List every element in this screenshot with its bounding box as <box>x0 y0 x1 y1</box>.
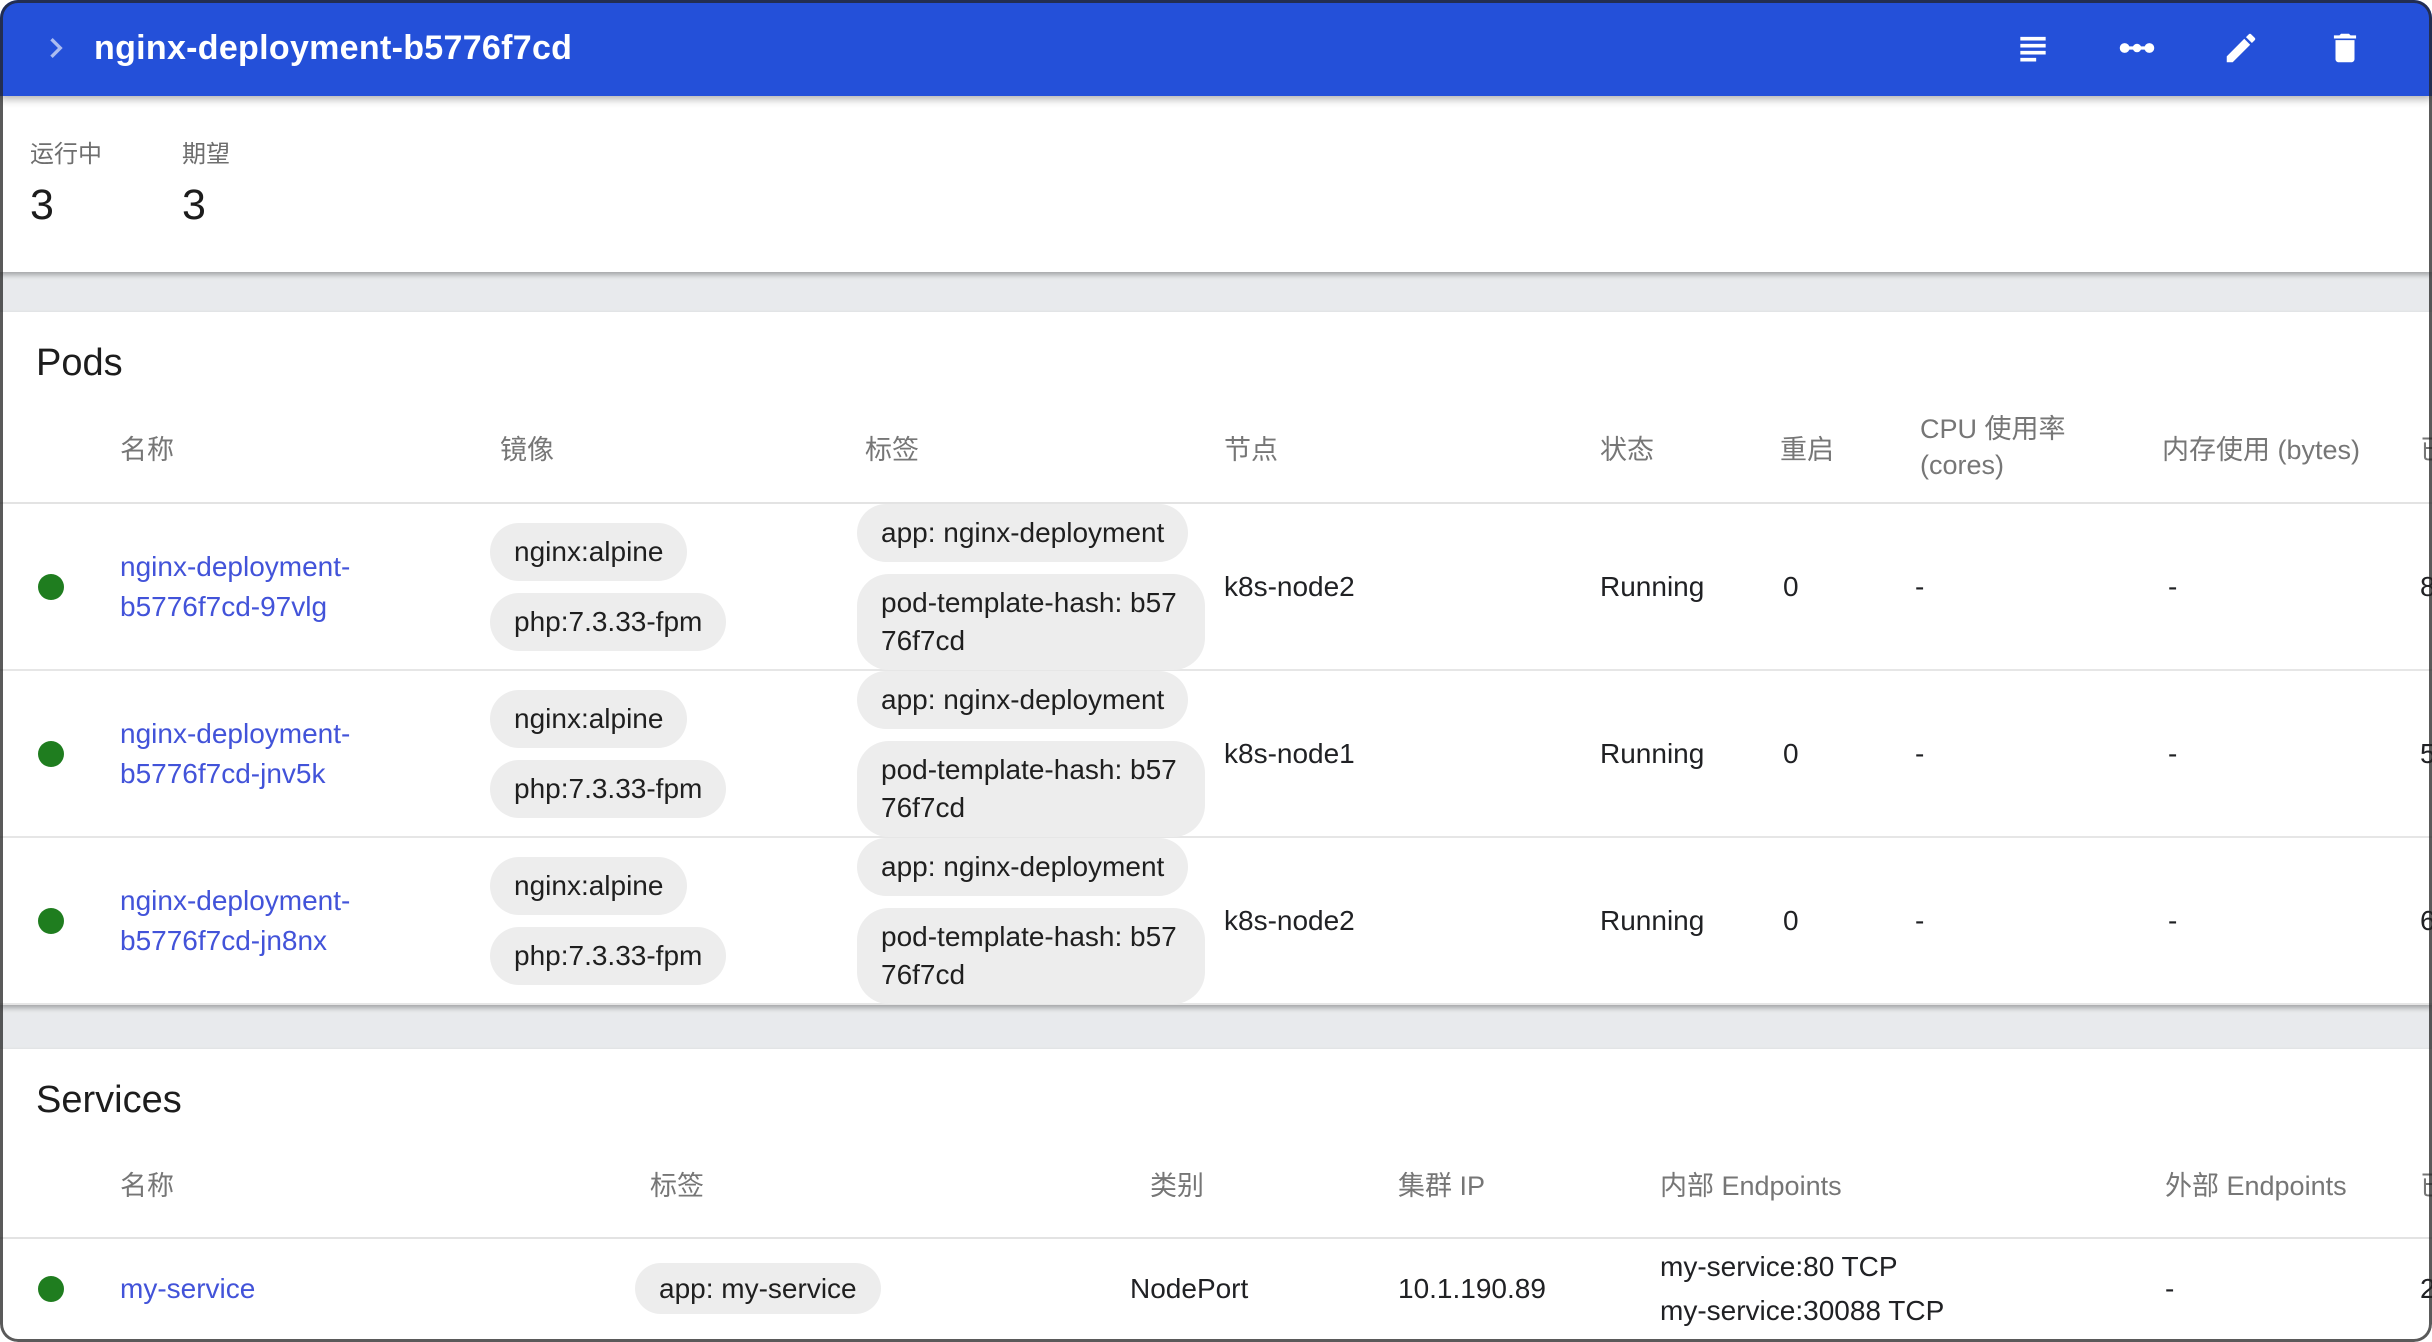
cell-status: Running <box>1600 904 1705 936</box>
pod-status-ok-icon <box>38 907 64 934</box>
cell-internal-endpoints: my-service:80 TCP my-service:30088 TCP <box>1660 1251 1945 1326</box>
cell-restarts: 0 <box>1783 737 1799 769</box>
column-header-labels: 标签 <box>650 1170 704 1201</box>
pod-name-link[interactable]: nginx-deployment-b5776f7cd-jnv5k <box>120 717 351 789</box>
toolbar-actions <box>2014 29 2396 67</box>
services-table-header: 名称 标签 类别 集群 IP 内部 Endpoints 外部 Endpoints… <box>0 1129 2432 1239</box>
cell-cpu: - <box>1915 904 1925 936</box>
breadcrumb-chevron-icon <box>50 38 63 58</box>
cell-memory: - <box>2168 737 2178 769</box>
section-divider <box>0 272 2432 312</box>
pods-table-header: 名称 镜像 标签 节点 状态 重启 CPU 使用率 (cores) 内存使用 (… <box>0 392 2432 504</box>
delete-icon <box>2333 33 2357 63</box>
services-table-row: my-service app: my-service NodePort 10.1… <box>0 1239 2432 1339</box>
stat-desired-value: 3 <box>182 181 206 229</box>
logs-icon <box>2020 36 2046 62</box>
page-title: nginx-deployment-b5776f7cd <box>94 28 573 67</box>
pod-name-link[interactable]: nginx-deployment-b5776f7cd-jn8nx <box>120 884 351 956</box>
cell-created: 6 <box>2420 904 2432 936</box>
pods-table-row: nginx-deployment-b5776f7cd-97vlg nginx:a… <box>0 503 2432 671</box>
cell-external-endpoints: - <box>2165 1273 2175 1304</box>
scale-icon <box>2119 43 2155 53</box>
pods-card: Pods 名称 镜像 标签 节点 状态 重启 CPU 使用率 (cores) 内… <box>0 312 2432 1005</box>
label-chip: pod-template-hash: b5776f7cd <box>857 573 1205 670</box>
column-header-created: 已创建 <box>2400 428 2432 467</box>
column-header-status: 状态 <box>1600 434 1654 465</box>
image-chip: php:7.3.33-fpm <box>490 759 727 818</box>
cell-created: 8 <box>2420 570 2432 602</box>
stat-desired-label: 期望 <box>182 141 230 168</box>
image-chip: php:7.3.33-fpm <box>490 926 727 985</box>
pods-table-row: nginx-deployment-b5776f7cd-jn8nx nginx:a… <box>0 837 2432 1005</box>
stat-running-value: 3 <box>30 181 54 229</box>
pod-name-link[interactable]: nginx-deployment-b5776f7cd-97vlg <box>120 550 351 622</box>
column-header-image: 镜像 <box>500 434 554 465</box>
label-chip: pod-template-hash: b5776f7cd <box>857 907 1205 1004</box>
image-chip: nginx:alpine <box>490 689 688 748</box>
delete-button[interactable] <box>2326 29 2364 67</box>
service-status-ok-icon <box>38 1276 64 1302</box>
stat-running: 运行中 3 <box>30 134 182 272</box>
services-card: Services 名称 标签 类别 集群 IP 内部 Endpoints 外部 … <box>0 1049 2432 1342</box>
cell-status: Running <box>1600 570 1705 602</box>
cell-created: 2 <box>2420 1273 2432 1304</box>
cell-node: k8s-node2 <box>1224 904 1355 936</box>
label-chip: app: nginx-deployment <box>857 837 1189 896</box>
column-header-name: 名称 <box>120 434 174 465</box>
cell-node: k8s-node1 <box>1224 737 1355 769</box>
cell-cpu: - <box>1915 737 1925 769</box>
label-chip: app: my-service <box>635 1263 881 1314</box>
edit-button[interactable] <box>2222 29 2260 67</box>
label-chip: app: nginx-deployment <box>857 503 1189 562</box>
column-header-restarts: 重启 <box>1780 434 1834 465</box>
cell-memory: - <box>2168 570 2178 602</box>
column-header-created: 已创建 <box>2400 1164 2432 1203</box>
label-chip: app: nginx-deployment <box>857 670 1189 729</box>
column-header-cpu: CPU 使用率 (cores) <box>1920 414 2066 480</box>
stats-card: 运行中 3 期望 3 <box>0 96 2432 272</box>
cell-memory: - <box>2168 904 2178 936</box>
services-section-title: Services <box>36 1079 182 1121</box>
image-chip: nginx:alpine <box>490 522 688 581</box>
image-chip: nginx:alpine <box>490 856 688 915</box>
cell-type: NodePort <box>1130 1273 1249 1304</box>
pods-table-row: nginx-deployment-b5776f7cd-jnv5k nginx:a… <box>0 670 2432 838</box>
column-header-cluster-ip: 集群 IP <box>1398 1170 1486 1201</box>
pod-status-ok-icon <box>38 740 64 767</box>
cell-status: Running <box>1600 737 1705 769</box>
column-header-external-endpoints: 外部 Endpoints <box>2165 1170 2347 1201</box>
service-name-link[interactable]: my-service <box>120 1273 256 1304</box>
column-header-labels: 标签 <box>865 434 919 465</box>
detail-toolbar: nginx-deployment-b5776f7cd <box>0 0 2432 96</box>
label-chip: pod-template-hash: b5776f7cd <box>857 740 1205 837</box>
column-header-memory: 内存使用 (bytes) <box>2162 434 2361 465</box>
column-header-internal-endpoints: 内部 Endpoints <box>1660 1170 1842 1201</box>
cell-cpu: - <box>1915 570 1925 602</box>
cell-restarts: 0 <box>1783 570 1799 602</box>
stat-running-label: 运行中 <box>30 141 102 168</box>
pod-status-ok-icon <box>38 573 64 600</box>
pods-section-title: Pods <box>36 342 123 384</box>
scale-button[interactable] <box>2118 29 2156 67</box>
cell-cluster-ip: 10.1.190.89 <box>1398 1273 1546 1304</box>
edit-icon <box>2226 33 2256 63</box>
stat-desired: 期望 3 <box>182 134 334 272</box>
cell-node: k8s-node2 <box>1224 570 1355 602</box>
cell-created: 5 <box>2420 737 2432 769</box>
column-header-name: 名称 <box>120 1170 174 1201</box>
logs-button[interactable] <box>2014 29 2052 67</box>
image-chip: php:7.3.33-fpm <box>490 592 727 651</box>
column-header-node: 节点 <box>1224 434 1278 465</box>
cell-restarts: 0 <box>1783 904 1799 936</box>
section-divider <box>0 1005 2432 1049</box>
column-header-type: 类别 <box>1150 1170 1204 1201</box>
